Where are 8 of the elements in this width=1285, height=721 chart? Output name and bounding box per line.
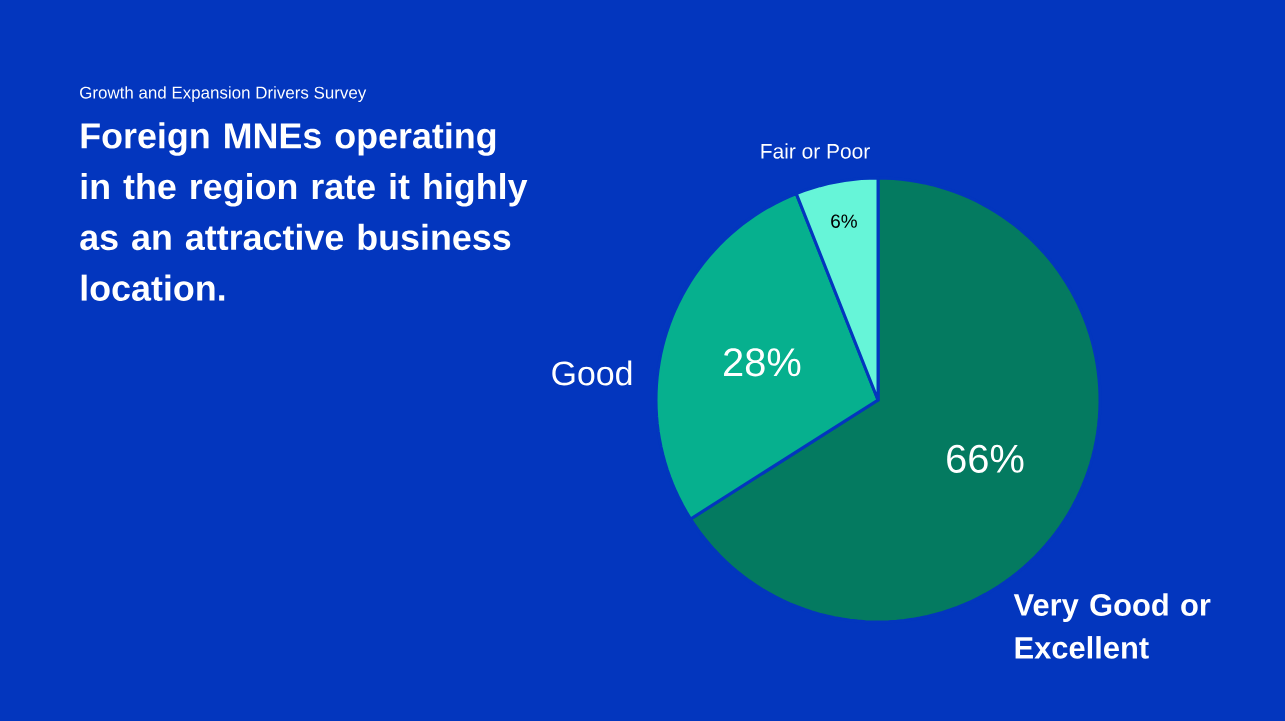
- text: Foreign MNEs operating in the region rate it highly as an attractive business location.: [80, 122, 528, 301]
- slice-label: Fair or Poor: [761, 143, 870, 159]
- text: Growth and Expansion Drivers Survey: [80, 86, 367, 102]
- data-label: 6%: [831, 214, 857, 228]
- data-label: 66%: [947, 444, 1024, 473]
- data-label: 28%: [724, 348, 801, 377]
- slice-label: Good: [552, 360, 632, 386]
- slice-label: Very Good or Excellent: [1013, 593, 1211, 659]
